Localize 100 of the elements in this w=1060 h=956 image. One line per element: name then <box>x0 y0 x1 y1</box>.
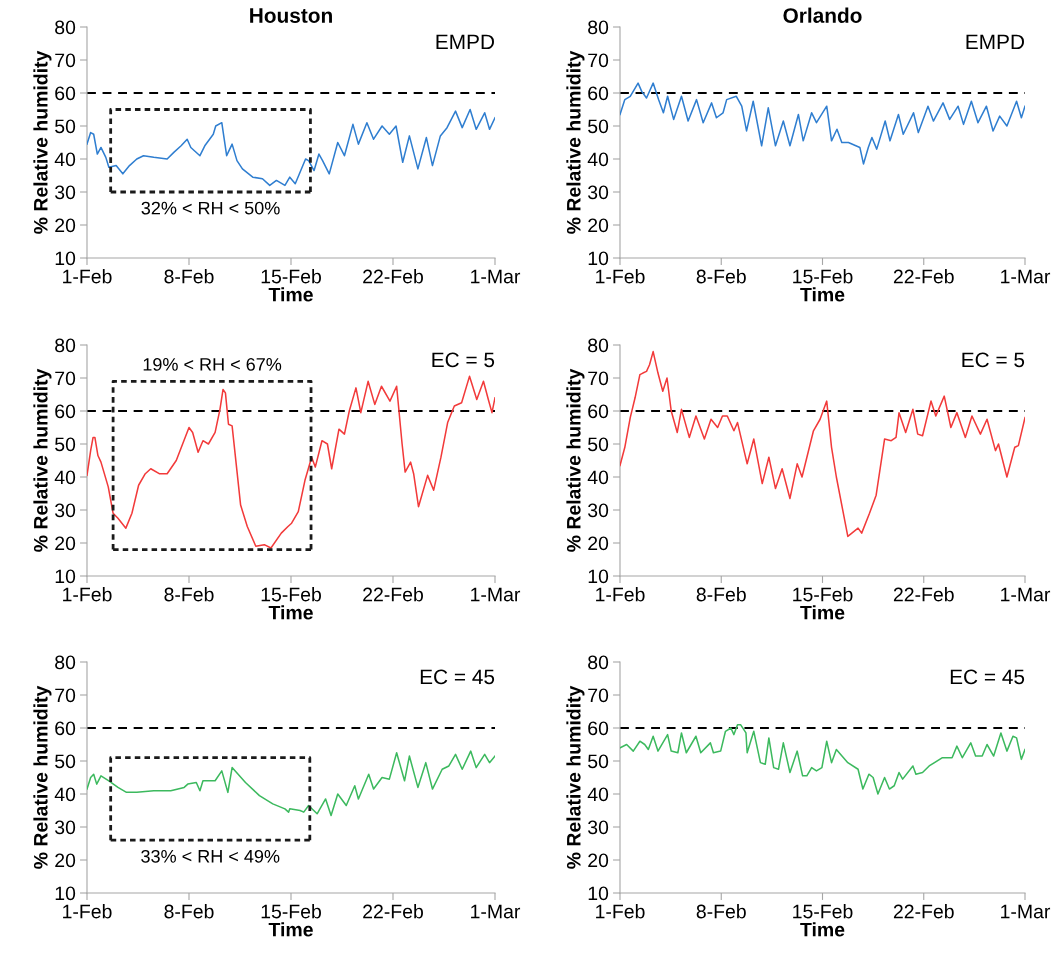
y-tick-label: 20 <box>55 218 76 233</box>
y-tick-label: 50 <box>588 437 609 452</box>
annotation: 32% < RH < 50% <box>141 201 280 215</box>
y-tick-label: 70 <box>588 688 609 703</box>
y-tick-label: 50 <box>55 754 76 769</box>
y-tick-label: 30 <box>588 820 609 835</box>
y-tick-label: 40 <box>587 470 609 485</box>
x-tick-label: 15-Feb <box>793 269 853 284</box>
y-axis-title: % Relative humidity <box>566 50 585 234</box>
x-tick-label: 1-Mar <box>471 904 521 919</box>
y-tick-label: 10 <box>55 886 76 901</box>
annotation: 33% < RH < 49% <box>141 849 280 863</box>
x-tick-label: 1-Mar <box>1001 269 1051 284</box>
y-tick-label: 60 <box>588 404 609 419</box>
y-tick-label: 80 <box>588 20 609 35</box>
y-axis-title: % Relative humidity <box>33 50 52 234</box>
y-tick-label: 80 <box>588 655 609 670</box>
x-tick-label: 1-Feb <box>63 904 112 919</box>
x-tick-label: 22-Feb <box>893 269 954 284</box>
x-axis-title: Time <box>268 605 313 620</box>
y-axis-title: % Relative humidity <box>566 368 585 552</box>
y-tick-label: 80 <box>55 655 76 670</box>
y-tick-label: 70 <box>55 371 76 386</box>
x-tick-label: 15-Feb <box>793 904 853 919</box>
x-tick-label: 15-Feb <box>261 904 321 919</box>
annotation: EMPD <box>966 34 1024 50</box>
y-tick-label: 40 <box>587 787 609 802</box>
x-tick-label: 22-Feb <box>893 904 954 919</box>
y-tick-label: 10 <box>588 569 609 584</box>
y-tick-label: 80 <box>55 338 76 353</box>
y-tick-label: 50 <box>588 754 609 769</box>
x-tick-label: 1-Mar <box>471 269 521 284</box>
chart-title: Houston <box>250 8 332 23</box>
x-tick-label: 22-Feb <box>893 587 954 602</box>
y-tick-label: 70 <box>588 53 609 68</box>
x-tick-label: 22-Feb <box>363 587 423 602</box>
y-tick-label: 20 <box>588 218 609 233</box>
annotation: EC = 45 <box>950 669 1025 685</box>
y-axis-title: % Relative humidity <box>566 685 585 869</box>
x-tick-label: 8-Feb <box>696 587 746 602</box>
y-tick-label: 60 <box>588 721 609 736</box>
x-tick-label: 1-Feb <box>596 269 645 284</box>
y-tick-label: 20 <box>588 536 609 551</box>
y-tick-label: 20 <box>55 536 76 551</box>
y-tick-label: 20 <box>588 853 609 868</box>
annotation: EC = 5 <box>962 352 1025 368</box>
x-tick-label: 22-Feb <box>363 904 423 919</box>
y-tick-label: 30 <box>55 185 76 200</box>
x-tick-label: 8-Feb <box>164 269 214 284</box>
y-tick-label: 30 <box>588 185 609 200</box>
x-tick-label: 15-Feb <box>261 269 321 284</box>
x-tick-label: 1-Mar <box>1001 587 1051 602</box>
x-tick-label: 15-Feb <box>261 587 321 602</box>
annotation: EC = 5 <box>432 352 495 368</box>
x-axis-title: Time <box>800 287 845 302</box>
x-tick-label: 22-Feb <box>363 269 423 284</box>
annotation: EMPD <box>436 34 494 50</box>
x-tick-label: 8-Feb <box>696 904 746 919</box>
y-tick-label: 30 <box>55 820 76 835</box>
y-tick-label: 40 <box>54 152 76 167</box>
y-axis-title: % Relative humidity <box>33 685 52 869</box>
x-axis-title: Time <box>800 922 845 937</box>
y-tick-label: 40 <box>54 787 76 802</box>
x-tick-label: 8-Feb <box>164 587 214 602</box>
x-tick-label: 15-Feb <box>793 587 853 602</box>
y-tick-label: 50 <box>55 437 76 452</box>
y-axis-title: % Relative humidity <box>33 368 52 552</box>
x-axis-title: Time <box>800 605 845 620</box>
y-tick-label: 10 <box>55 251 76 266</box>
y-tick-label: 60 <box>55 721 76 736</box>
y-tick-label: 40 <box>587 152 609 167</box>
x-tick-label: 1-Feb <box>63 269 112 284</box>
y-tick-label: 80 <box>588 338 609 353</box>
annotation: EC = 45 <box>420 669 495 685</box>
x-axis-title: Time <box>268 922 313 937</box>
y-tick-label: 30 <box>588 503 609 518</box>
y-tick-label: 20 <box>55 853 76 868</box>
x-tick-label: 1-Mar <box>1001 904 1051 919</box>
y-tick-label: 10 <box>588 251 609 266</box>
y-tick-label: 80 <box>55 20 76 35</box>
x-axis-title: Time <box>268 287 313 302</box>
y-tick-label: 60 <box>55 404 76 419</box>
y-tick-label: 30 <box>55 503 76 518</box>
x-tick-label: 1-Feb <box>63 587 112 602</box>
x-tick-label: 8-Feb <box>164 904 214 919</box>
x-tick-label: 1-Mar <box>471 587 521 602</box>
y-tick-label: 70 <box>55 688 76 703</box>
y-tick-label: 60 <box>55 86 76 101</box>
y-tick-label: 40 <box>54 470 76 485</box>
x-tick-label: 1-Feb <box>596 587 645 602</box>
chart-title: Orlando <box>783 7 862 23</box>
y-tick-label: 70 <box>55 53 76 68</box>
y-tick-label: 50 <box>588 119 609 134</box>
x-tick-label: 8-Feb <box>696 269 746 284</box>
annotation: 19% < RH < 67% <box>143 358 282 371</box>
y-tick-label: 10 <box>588 886 609 901</box>
y-tick-label: 60 <box>588 86 609 101</box>
x-tick-label: 1-Feb <box>596 904 645 919</box>
y-tick-label: 50 <box>55 119 76 134</box>
y-tick-label: 10 <box>55 569 76 584</box>
